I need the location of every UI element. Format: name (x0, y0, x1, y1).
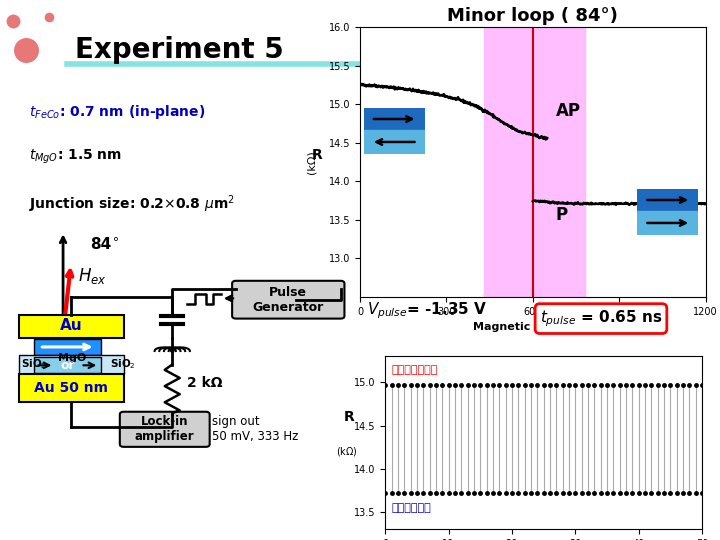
Text: $\circ$: $\circ$ (111, 232, 119, 245)
Text: (kΩ): (kΩ) (307, 150, 317, 174)
Bar (34, 357, 101, 374)
FancyBboxPatch shape (120, 411, 210, 447)
Text: $t_{MgO}$: 1.5 nm: $t_{MgO}$: 1.5 nm (29, 148, 122, 166)
Text: Au: Au (60, 319, 83, 333)
Text: sign out
50 mV, 333 Hz: sign out 50 mV, 333 Hz (212, 415, 298, 443)
Y-axis label: R: R (312, 148, 323, 162)
Bar (19, 355, 124, 374)
Bar (34, 339, 101, 355)
Bar (19, 314, 124, 338)
Bar (364, 130, 425, 154)
Text: Lock-in
amplifier: Lock-in amplifier (135, 415, 194, 443)
Bar (19, 374, 124, 402)
X-axis label: Magnetic field (Oe): Magnetic field (Oe) (473, 322, 593, 332)
Text: 84: 84 (90, 238, 112, 253)
Text: (k$\Omega$): (k$\Omega$) (336, 445, 358, 458)
Bar (637, 189, 698, 211)
Text: $V_{pulse}$= -1.35 V: $V_{pulse}$= -1.35 V (367, 300, 487, 321)
Text: $H_{ex}$: $H_{ex}$ (78, 266, 107, 286)
Title: Minor loop ( 84°): Minor loop ( 84°) (447, 8, 618, 25)
Text: or: or (60, 359, 75, 372)
Bar (364, 108, 425, 130)
Text: Pulse
Generator: Pulse Generator (253, 286, 324, 314)
Text: 反平行磁化状態: 反平行磁化状態 (392, 364, 438, 375)
Text: SiO$_2$: SiO$_2$ (110, 357, 136, 371)
Text: 平行磁化状態: 平行磁化状態 (392, 503, 431, 514)
Text: Experiment 5: Experiment 5 (75, 36, 284, 64)
Bar (484, 27, 585, 297)
Text: P: P (556, 206, 568, 224)
Text: $t_{FeCo}$: 0.7 nm (in-plane): $t_{FeCo}$: 0.7 nm (in-plane) (29, 103, 205, 120)
Text: $t_{pulse}$ = 0.65 ns: $t_{pulse}$ = 0.65 ns (540, 308, 662, 329)
Text: AP: AP (556, 102, 581, 120)
Text: R: R (344, 410, 355, 424)
Text: 2 kΩ: 2 kΩ (187, 376, 222, 390)
Text: Junction size: 0.2$\times$0.8 $\mu$m$^2$: Junction size: 0.2$\times$0.8 $\mu$m$^2$ (29, 193, 235, 215)
Text: MgO: MgO (58, 353, 86, 363)
Text: SiO$_2$: SiO$_2$ (21, 357, 46, 371)
FancyBboxPatch shape (232, 281, 344, 319)
Text: Au 50 nm: Au 50 nm (34, 381, 108, 395)
Bar (637, 211, 698, 235)
